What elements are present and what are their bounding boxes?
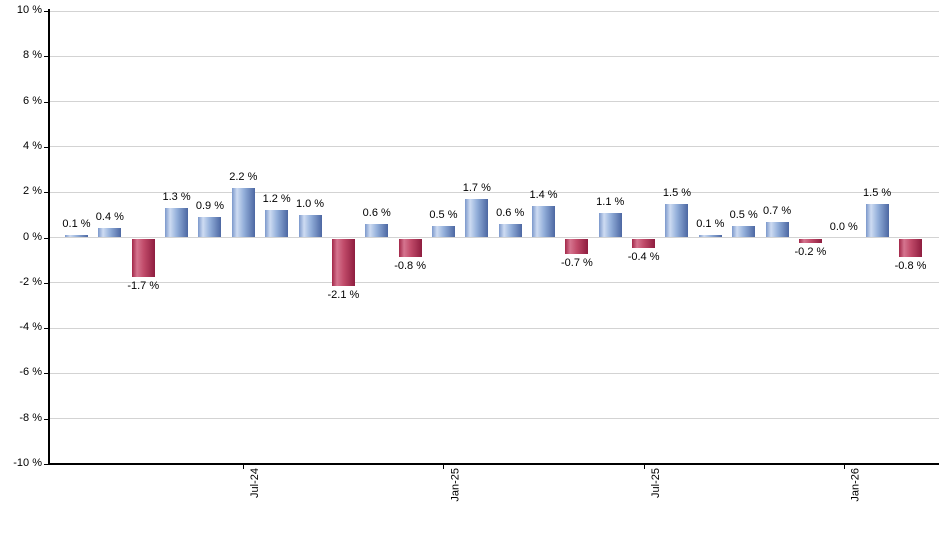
bar[interactable] (98, 228, 122, 238)
bar-value-label: 2.2 % (229, 170, 258, 183)
y-axis-tick (44, 56, 48, 58)
bar-value-label: 0.1 % (696, 218, 725, 231)
bar[interactable] (632, 238, 656, 248)
bar-value-label: 1.5 % (662, 186, 692, 199)
bar-value-label: -0.7 % (560, 257, 593, 270)
y-axis-tick (44, 373, 48, 375)
x-axis-tick (643, 464, 645, 469)
bar[interactable] (798, 238, 822, 244)
y-axis-tick (44, 11, 48, 12)
x-axis-tick-label: Jan-25 (449, 468, 462, 502)
bar[interactable] (331, 238, 355, 287)
bar[interactable] (765, 221, 789, 238)
y-axis-tick-label: -2 % (19, 275, 42, 288)
y-axis-tick (44, 464, 48, 465)
bar-value-label: -2.1 % (327, 289, 360, 302)
bar-value-label: 1.5 % (863, 186, 892, 199)
bar-value-label: 1.7 % (462, 181, 491, 194)
bar[interactable] (465, 198, 489, 238)
bar-value-label: 0.5 % (429, 209, 458, 222)
bar[interactable] (665, 203, 689, 238)
y-axis-tick-label: 2 % (23, 185, 42, 198)
bar-value-label: 0.5 % (729, 209, 758, 222)
y-axis-line (48, 9, 50, 465)
x-axis-tick-label: Jul-24 (249, 468, 262, 498)
bar-value-label: 0.1 % (62, 218, 91, 231)
x-axis-tick (243, 464, 245, 469)
y-axis-tick-label: -6 % (19, 366, 42, 379)
bar[interactable] (598, 212, 622, 238)
bar-value-label: 1.1 % (596, 195, 625, 208)
y-axis-tick-label: 10 % (16, 4, 42, 16)
bar[interactable] (131, 238, 155, 277)
gridline (49, 237, 939, 238)
bar[interactable] (65, 235, 88, 238)
y-axis-tick (44, 328, 48, 330)
y-axis-tick-label: -10 % (13, 457, 42, 469)
gridline (49, 327, 939, 329)
gridline (49, 55, 939, 57)
bar-value-label: -0.8 % (894, 259, 927, 272)
bar[interactable] (431, 226, 455, 238)
bar[interactable] (398, 238, 422, 257)
bar[interactable] (899, 238, 922, 257)
bar-value-label: 1.3 % (162, 191, 191, 204)
y-axis-tick (44, 237, 48, 239)
bar[interactable] (732, 226, 756, 238)
bar-value-label: 0.4 % (95, 211, 124, 224)
gridline (49, 418, 939, 420)
y-axis-tick (44, 418, 48, 420)
bar[interactable] (865, 203, 889, 238)
y-axis-tick-label: -8 % (19, 411, 42, 424)
bar[interactable] (365, 223, 389, 238)
y-axis-tick (44, 282, 48, 284)
gridline (49, 372, 939, 374)
x-axis-tick-label: Jan-26 (849, 468, 862, 502)
bar[interactable] (198, 217, 222, 238)
gridline (49, 101, 939, 103)
bar-value-label: -0.8 % (394, 259, 426, 272)
bar-value-label: 0.6 % (496, 206, 525, 219)
y-axis-tick-label: 6 % (23, 94, 42, 107)
x-axis-tick-label: Jul-25 (649, 468, 662, 498)
y-axis-tick-label: 0 % (23, 230, 42, 243)
bar-value-label: 0.0 % (829, 220, 858, 233)
bar[interactable] (231, 187, 255, 238)
bar-value-label: -0.4 % (627, 250, 660, 263)
x-axis-tick (443, 464, 445, 469)
bar-value-label: 1.4 % (529, 188, 558, 201)
gridline (49, 282, 939, 284)
gridline (49, 146, 939, 148)
gridline (49, 191, 939, 193)
y-axis-tick (44, 101, 48, 103)
bar-value-label: 0.9 % (195, 200, 225, 213)
bar[interactable] (532, 205, 556, 238)
y-axis-tick-label: 8 % (23, 49, 42, 62)
bar[interactable] (498, 223, 522, 238)
bar[interactable] (265, 210, 289, 238)
bar[interactable] (698, 235, 722, 238)
gridline (49, 10, 939, 12)
bar-value-label: -1.7 % (127, 280, 160, 292)
x-axis-line (48, 463, 939, 465)
bar-value-label: 0.6 % (362, 206, 391, 219)
bar-value-label: 1.0 % (295, 197, 325, 210)
y-axis-tick-label: -4 % (19, 321, 42, 334)
bar-value-label: 0.7 % (762, 204, 792, 217)
bar[interactable] (298, 214, 322, 238)
bar-value-label: -0.2 % (794, 246, 827, 259)
bar[interactable] (165, 208, 189, 238)
y-axis-tick (44, 192, 48, 194)
bar[interactable] (565, 238, 589, 255)
bar-value-label: 1.2 % (262, 193, 291, 206)
x-axis-tick (843, 464, 845, 469)
y-axis-tick (44, 146, 48, 148)
y-axis-tick-label: 4 % (23, 139, 42, 152)
